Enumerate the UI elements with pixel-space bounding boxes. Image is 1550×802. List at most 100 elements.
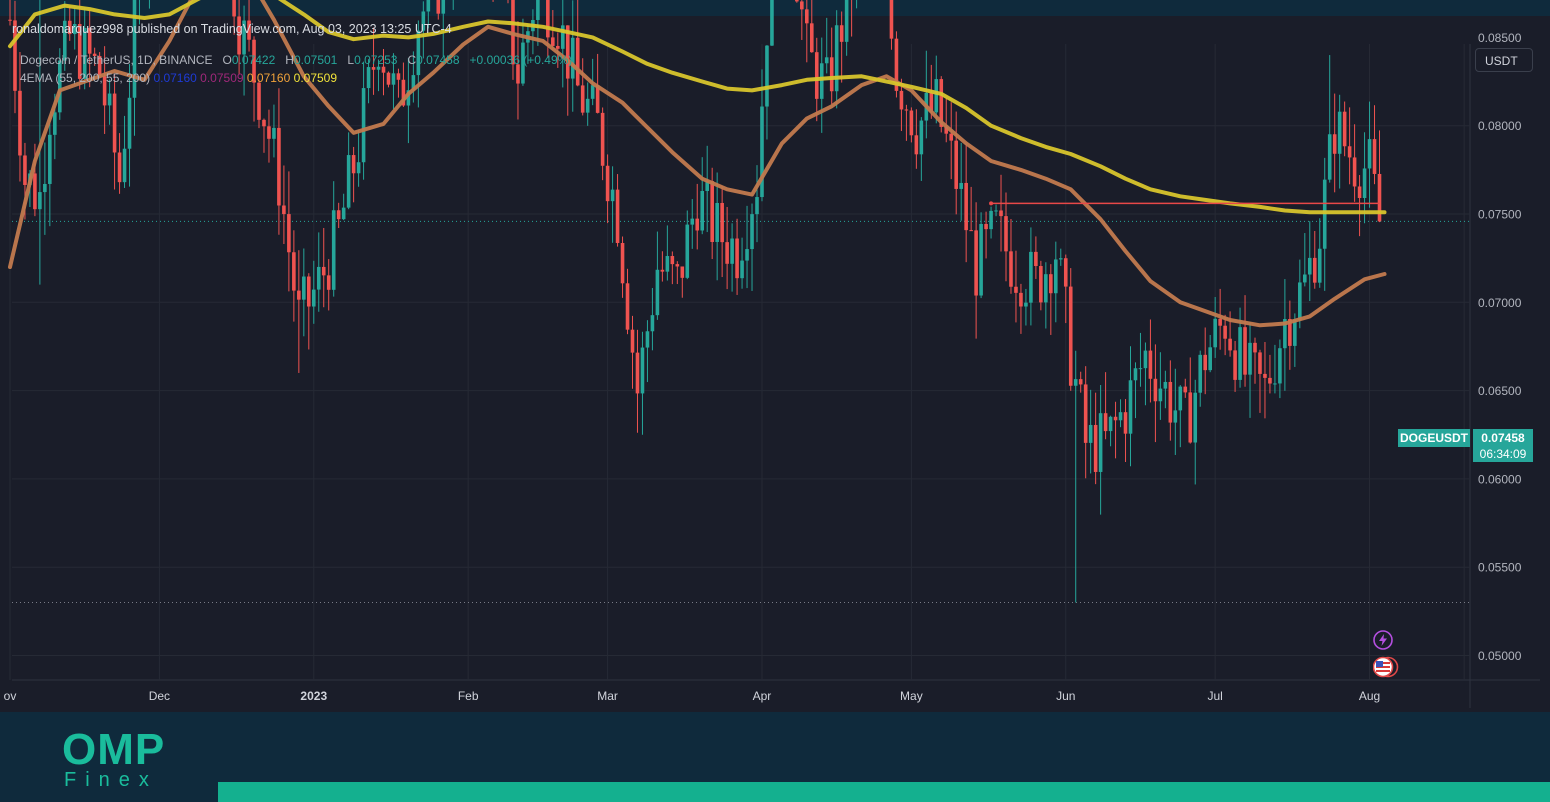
candle-body <box>38 192 42 210</box>
candle-body <box>391 73 396 85</box>
candle-body <box>1317 248 1322 283</box>
candle-body <box>645 331 650 348</box>
candle-body <box>416 30 421 76</box>
candle-body <box>989 210 993 230</box>
candle-body <box>740 260 744 279</box>
candle-body <box>1233 350 1237 380</box>
candle-body <box>1188 392 1193 443</box>
price-tick-label: 0.07500 <box>1478 208 1522 222</box>
price-tick-label: 0.08000 <box>1478 119 1522 133</box>
candle-body <box>1283 319 1287 349</box>
candle-body <box>660 269 665 272</box>
candle-body <box>282 205 286 215</box>
candle-body <box>770 0 774 46</box>
candle-body <box>82 27 87 79</box>
candle-body <box>1093 424 1098 472</box>
candle-body <box>1078 379 1083 385</box>
candle-body <box>1347 146 1352 158</box>
candle-body <box>755 197 759 215</box>
price-tick-label: 0.06500 <box>1478 384 1522 398</box>
candle-body <box>346 155 351 208</box>
candle-body <box>1039 266 1043 303</box>
candle-body <box>1332 134 1337 154</box>
candle-body <box>635 352 640 394</box>
candle-body <box>1123 412 1128 434</box>
candle-body <box>1058 258 1063 260</box>
candle-body <box>1203 354 1207 371</box>
omp-finex-logo: OMP Finex <box>62 728 172 795</box>
currency-unit-button[interactable]: USDT <box>1475 48 1533 72</box>
candle-body <box>1208 347 1212 371</box>
price-tick-label: 0.05000 <box>1478 649 1522 663</box>
candle-body <box>8 19 12 21</box>
candle-body <box>1268 377 1272 384</box>
candle-body <box>1014 286 1018 293</box>
candle-body <box>1173 410 1178 423</box>
candle-body <box>242 20 246 55</box>
candle-body <box>974 230 978 296</box>
candle-body <box>809 23 814 53</box>
candle-body <box>257 82 261 120</box>
candle-body <box>1273 383 1277 385</box>
published-line: ronaldomarquez998 published on TradingVi… <box>12 22 452 36</box>
candle-body <box>302 276 306 300</box>
candle-body <box>441 0 446 14</box>
candle-body <box>321 266 326 276</box>
candle-body <box>1153 378 1158 402</box>
candle-body <box>1113 416 1118 421</box>
open-label: O <box>222 53 232 67</box>
candle-body <box>1009 251 1013 287</box>
bottom-accent-strip <box>218 782 1550 802</box>
candle-body <box>914 135 919 155</box>
candle-body <box>904 109 909 111</box>
candle-body <box>675 264 680 267</box>
candle-body <box>277 127 281 206</box>
candle-body <box>1293 319 1297 346</box>
open-value: 0.07422 <box>231 53 276 67</box>
candle-body <box>1327 134 1332 180</box>
candle-body <box>575 37 580 86</box>
candle-body <box>605 165 610 202</box>
candle-body <box>127 97 132 149</box>
us-flag-event-icon[interactable] <box>1372 656 1399 678</box>
price-tick-label: 0.05500 <box>1478 561 1522 575</box>
candle-body <box>819 63 824 99</box>
time-tick-label: Aug <box>1359 689 1380 703</box>
candle-body <box>48 134 52 184</box>
candle-body <box>297 290 301 300</box>
symbol-legend: Dogecoin / TetherUS, 1D, BINANCE O0.0742… <box>20 53 572 67</box>
candle-body <box>1357 186 1362 198</box>
candle-body <box>371 67 376 70</box>
candle-body <box>565 25 570 79</box>
lightning-event-icon[interactable] <box>1373 630 1393 650</box>
candle-body <box>67 20 72 35</box>
candle-body <box>396 73 401 80</box>
candle-body <box>600 112 605 166</box>
candle-body <box>556 45 560 49</box>
candle-body <box>237 16 241 55</box>
candle-body <box>336 210 341 220</box>
candle-body <box>899 90 904 110</box>
candle-body <box>1193 392 1198 443</box>
candle-body <box>97 56 102 77</box>
candle-body <box>1288 319 1292 346</box>
indicator-legend[interactable]: 4EMA (55, 200, 55, 200) 0.07160 0.07509 … <box>20 71 337 85</box>
candle-body <box>1362 168 1367 198</box>
logo-sub-text: Finex <box>64 769 158 791</box>
candle-body <box>919 120 924 155</box>
candle-body <box>411 75 416 91</box>
candle-body <box>949 133 954 141</box>
candle-body <box>1218 318 1222 326</box>
candle-body <box>964 182 968 231</box>
candle-body <box>800 1 804 10</box>
candle-body <box>1307 257 1312 275</box>
candle-body <box>356 162 361 174</box>
change-value: +0.00036 (+0.49%) <box>469 53 573 67</box>
candle-body <box>77 24 82 79</box>
candle-body <box>132 0 137 98</box>
price-tag-countdown: 06:34:09 <box>1473 446 1533 462</box>
candle-body <box>316 266 321 290</box>
candle-body <box>1133 368 1138 381</box>
candle-body <box>1198 354 1203 393</box>
